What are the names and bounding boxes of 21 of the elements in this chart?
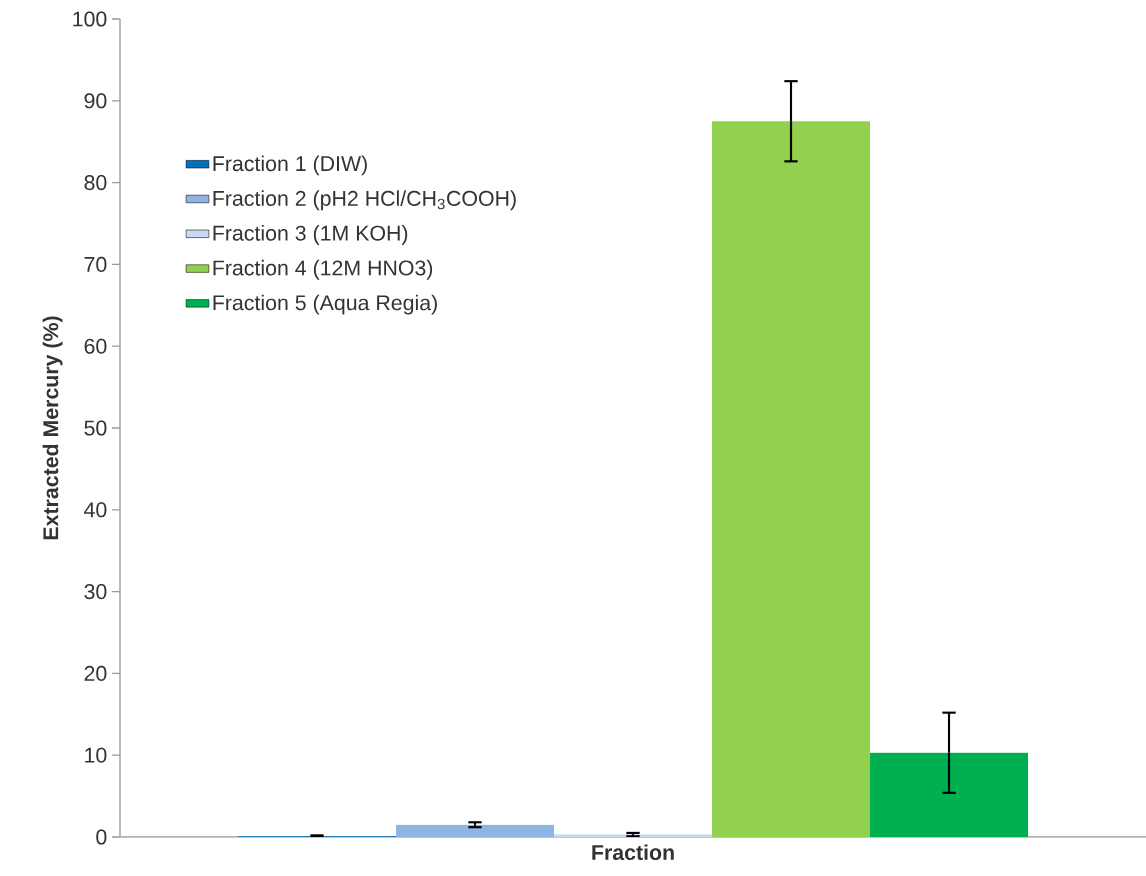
- legend-label: Fraction 5 (Aqua Regia): [213, 294, 437, 315]
- y-tick-label: 70: [84, 256, 107, 272]
- x-axis-title: Fraction: [592, 844, 674, 861]
- y-tick-label: 10: [85, 747, 107, 763]
- y-tick-label: 80: [84, 175, 107, 191]
- y-tick-label: 0: [96, 829, 107, 845]
- legend-label: Fraction 2 (pH2 HCl/CH$_{3}$COOH): [213, 190, 516, 211]
- y-tick-label: 50: [84, 420, 107, 436]
- y-tick-label: 40: [84, 502, 107, 518]
- bar: [712, 121, 871, 837]
- legend-label: Fraction 3 (1M KOH): [213, 225, 408, 245]
- y-axis-title: Extracted Mercury (%): [42, 316, 63, 540]
- y-tick-label: 90: [84, 93, 107, 109]
- bar: [396, 824, 554, 837]
- legend-label: Fraction 1 (DIW): [213, 155, 367, 176]
- y-tick-label: 30: [84, 584, 107, 600]
- bar: [870, 752, 1029, 837]
- legend-label: Fraction 4 (12M HNO3): [213, 259, 433, 280]
- y-tick-label: 100: [73, 11, 107, 27]
- y-tick-label: 20: [84, 665, 107, 681]
- y-tick-label: 60: [84, 338, 107, 354]
